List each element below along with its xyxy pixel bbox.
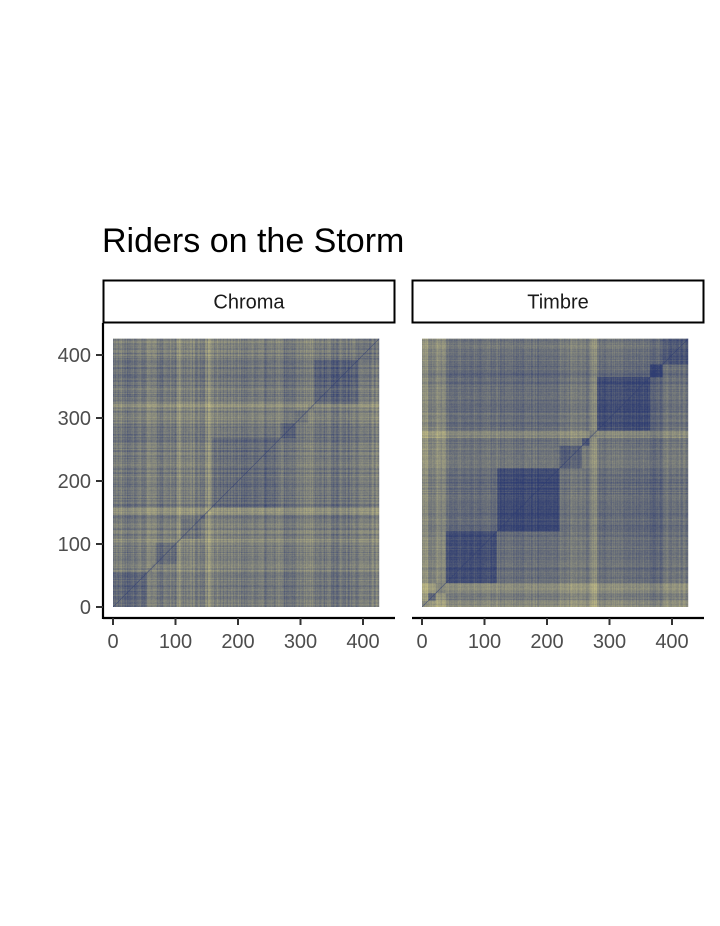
heatmap-timbre	[422, 338, 689, 607]
x-tick-label: 100	[468, 631, 501, 653]
x-tick-label: 300	[284, 631, 317, 653]
x-tick-label: 200	[530, 631, 563, 653]
x-tick-label: 0	[416, 631, 427, 653]
x-tick-label: 400	[655, 631, 688, 653]
y-tick-label: 200	[58, 471, 91, 493]
x-tick-label: 100	[159, 631, 192, 653]
facet-label-timbre: Timbre	[527, 292, 588, 314]
x-tick-label: 300	[593, 631, 626, 653]
y-tick-label: 300	[58, 408, 91, 430]
y-tick-label: 400	[58, 345, 91, 367]
facet-strip-timbre	[411, 279, 705, 324]
y-tick-label: 0	[80, 597, 91, 619]
x-tick-label: 200	[221, 631, 254, 653]
heatmap-chroma	[113, 338, 380, 607]
x-tick-label: 400	[346, 631, 379, 653]
chart-title: Riders on the Storm	[102, 222, 405, 260]
y-tick-label: 100	[58, 534, 91, 556]
facet-strip-chroma	[102, 279, 396, 324]
facet-label-chroma: Chroma	[213, 292, 285, 314]
x-tick-label: 0	[107, 631, 118, 653]
